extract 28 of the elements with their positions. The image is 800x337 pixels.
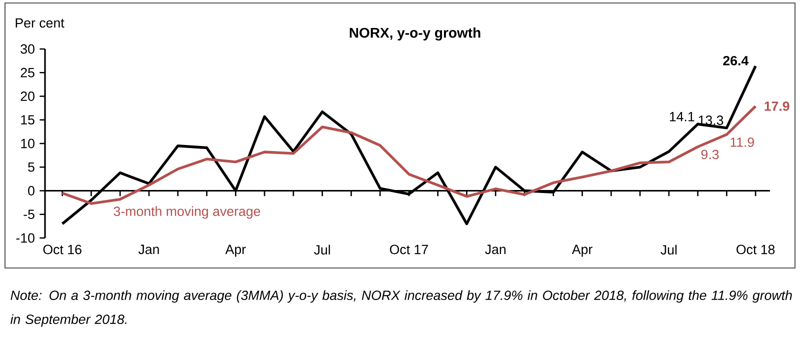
y-tick-label: 10 [21,138,34,148]
x-tick-label: Oct 18 [736,244,775,254]
data-label: 26.4 [723,56,749,66]
data-label: 14.1 [670,112,694,122]
x-tick-label: Jul [314,244,330,255]
text: Note: On a 3-month moving average (3MMA) y-o-y basis, NORX increased by 17.9% in October 2018, following the 11.9% growth in September 2018. [10,290,792,327]
y-tick-label: 30 [20,44,34,54]
y-tick-label: 15 [21,115,34,125]
data-label: 9.3 [701,150,719,160]
data-label: 11.9 [730,137,754,147]
x-tick-label: Jan [485,244,506,254]
y-tick-label: 25 [20,68,34,78]
data-label: 17.9 [764,101,790,111]
x-tick-label: Jan [138,244,159,254]
x-tick-label: Jul [660,244,677,255]
x-tick-label: Oct 16 [43,244,82,254]
x-tick-label: Apr [225,244,246,257]
series-label: 3-month moving average [114,206,260,219]
y-tick-label: 5 [28,162,34,172]
line-series [61,104,757,205]
y-tick-label: 0 [28,186,34,196]
x-tick-label: Oct 17 [390,244,428,254]
y-tick-label: 20 [20,92,34,101]
x-tick-label: Apr [572,244,592,257]
chart-title: NORX, y-o-y growth [350,27,480,41]
y-tick-label: -5 [24,210,34,220]
y-tick-label: -10 [16,233,34,243]
y-axis-title: Per cent [16,18,64,28]
